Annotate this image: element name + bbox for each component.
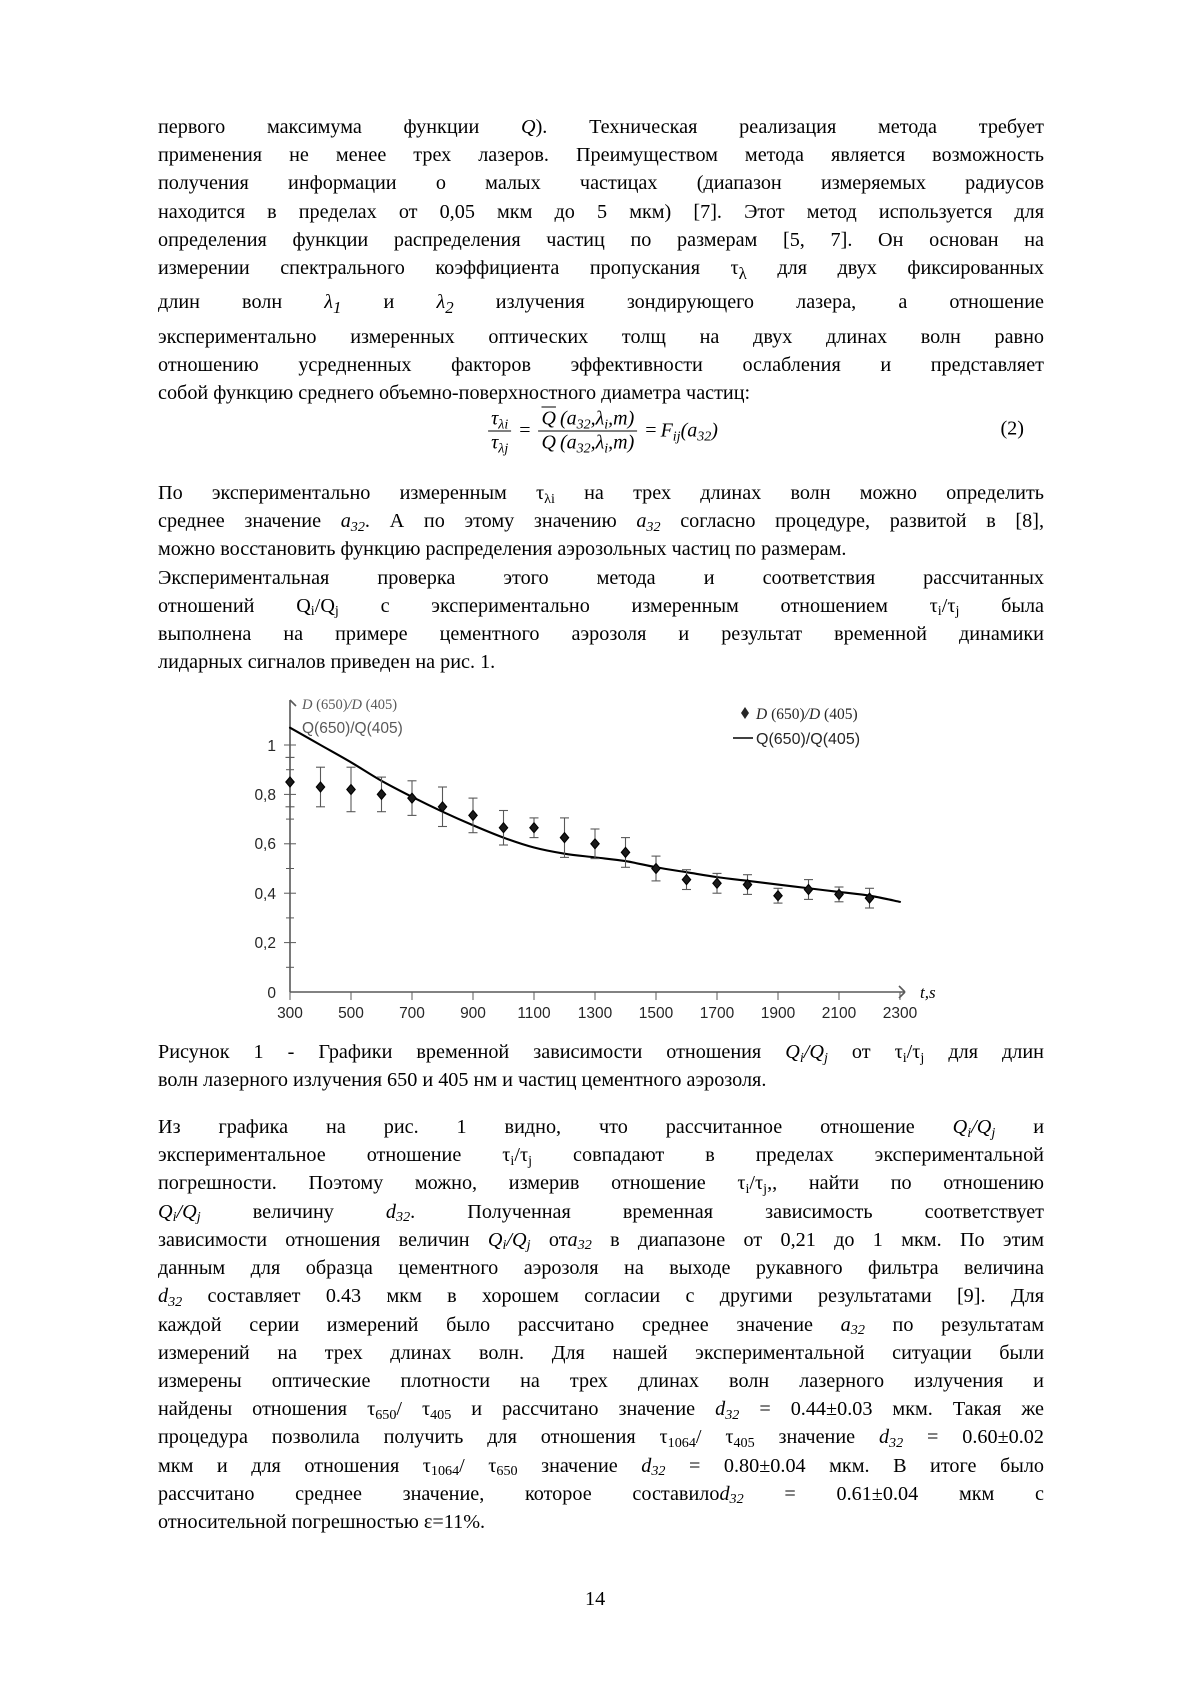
svg-text:700: 700	[399, 1005, 425, 1022]
svg-text:1: 1	[267, 738, 276, 755]
svg-text:D (650)/D (405): D (650)/D (405)	[755, 706, 858, 723]
svg-text:0,4: 0,4	[254, 886, 276, 903]
svg-text:1500: 1500	[639, 1005, 674, 1022]
svg-text:500: 500	[338, 1005, 364, 1022]
svg-text:t,s: t,s	[920, 983, 936, 1002]
svg-text:1700: 1700	[700, 1005, 735, 1022]
svg-text:0,6: 0,6	[254, 836, 276, 853]
svg-text:1900: 1900	[761, 1005, 796, 1022]
svg-text:300: 300	[277, 1005, 303, 1022]
svg-text:D (650)/D (405): D (650)/D (405)	[301, 697, 397, 713]
svg-text:0,8: 0,8	[254, 787, 276, 804]
svg-text:Q(650)/Q(405): Q(650)/Q(405)	[302, 720, 403, 737]
svg-text:0: 0	[267, 985, 276, 1002]
svg-text:2100: 2100	[822, 1005, 857, 1022]
svg-text:0,2: 0,2	[254, 935, 276, 952]
svg-text:2300: 2300	[883, 1005, 918, 1022]
svg-text:Q(650)/Q(405): Q(650)/Q(405)	[756, 731, 860, 748]
svg-text:1100: 1100	[517, 1005, 551, 1022]
svg-text:900: 900	[460, 1005, 486, 1022]
svg-text:1300: 1300	[578, 1005, 613, 1022]
